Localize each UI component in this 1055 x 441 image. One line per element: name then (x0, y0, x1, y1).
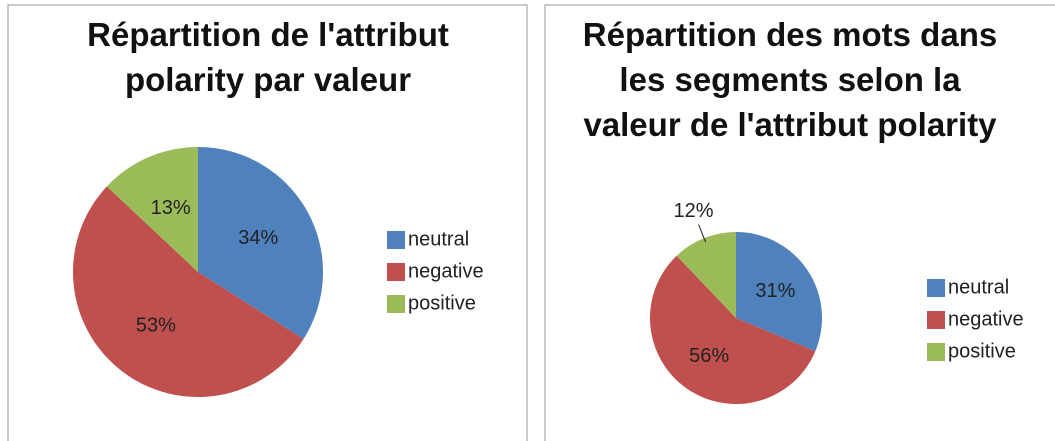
pie-slice (736, 232, 822, 352)
chart-title: Répartition des mots dans les segments s… (582, 16, 998, 143)
chart-frame (544, 4, 1055, 441)
data-label: 13% (151, 197, 191, 219)
legend-swatch (387, 231, 405, 249)
legend-label: positive (948, 340, 1016, 362)
chart-frame (7, 4, 528, 441)
data-label: 53% (136, 315, 176, 337)
pie-slice (650, 255, 816, 405)
pie-slice (676, 232, 736, 318)
legend-swatch (927, 311, 945, 329)
pie-slice (198, 147, 324, 339)
data-label: 31% (755, 280, 795, 302)
chart-title: Répartition de l'attribut polarity par v… (87, 16, 449, 98)
data-label: 34% (238, 227, 278, 249)
legend-swatch (387, 295, 405, 313)
legend-swatch (927, 279, 945, 297)
data-label: 12% (673, 200, 713, 222)
legend-label: negative (948, 308, 1024, 330)
legend-swatch (387, 263, 405, 281)
legend-label: negative (408, 260, 484, 282)
leader-line (698, 224, 707, 243)
pie-slice (73, 186, 304, 397)
data-label: 56% (689, 345, 729, 367)
legend-label: neutral (948, 276, 1009, 298)
legend-label: neutral (408, 228, 469, 250)
legend-swatch (927, 343, 945, 361)
legend-label: positive (408, 292, 476, 314)
pie-slice (106, 147, 198, 272)
